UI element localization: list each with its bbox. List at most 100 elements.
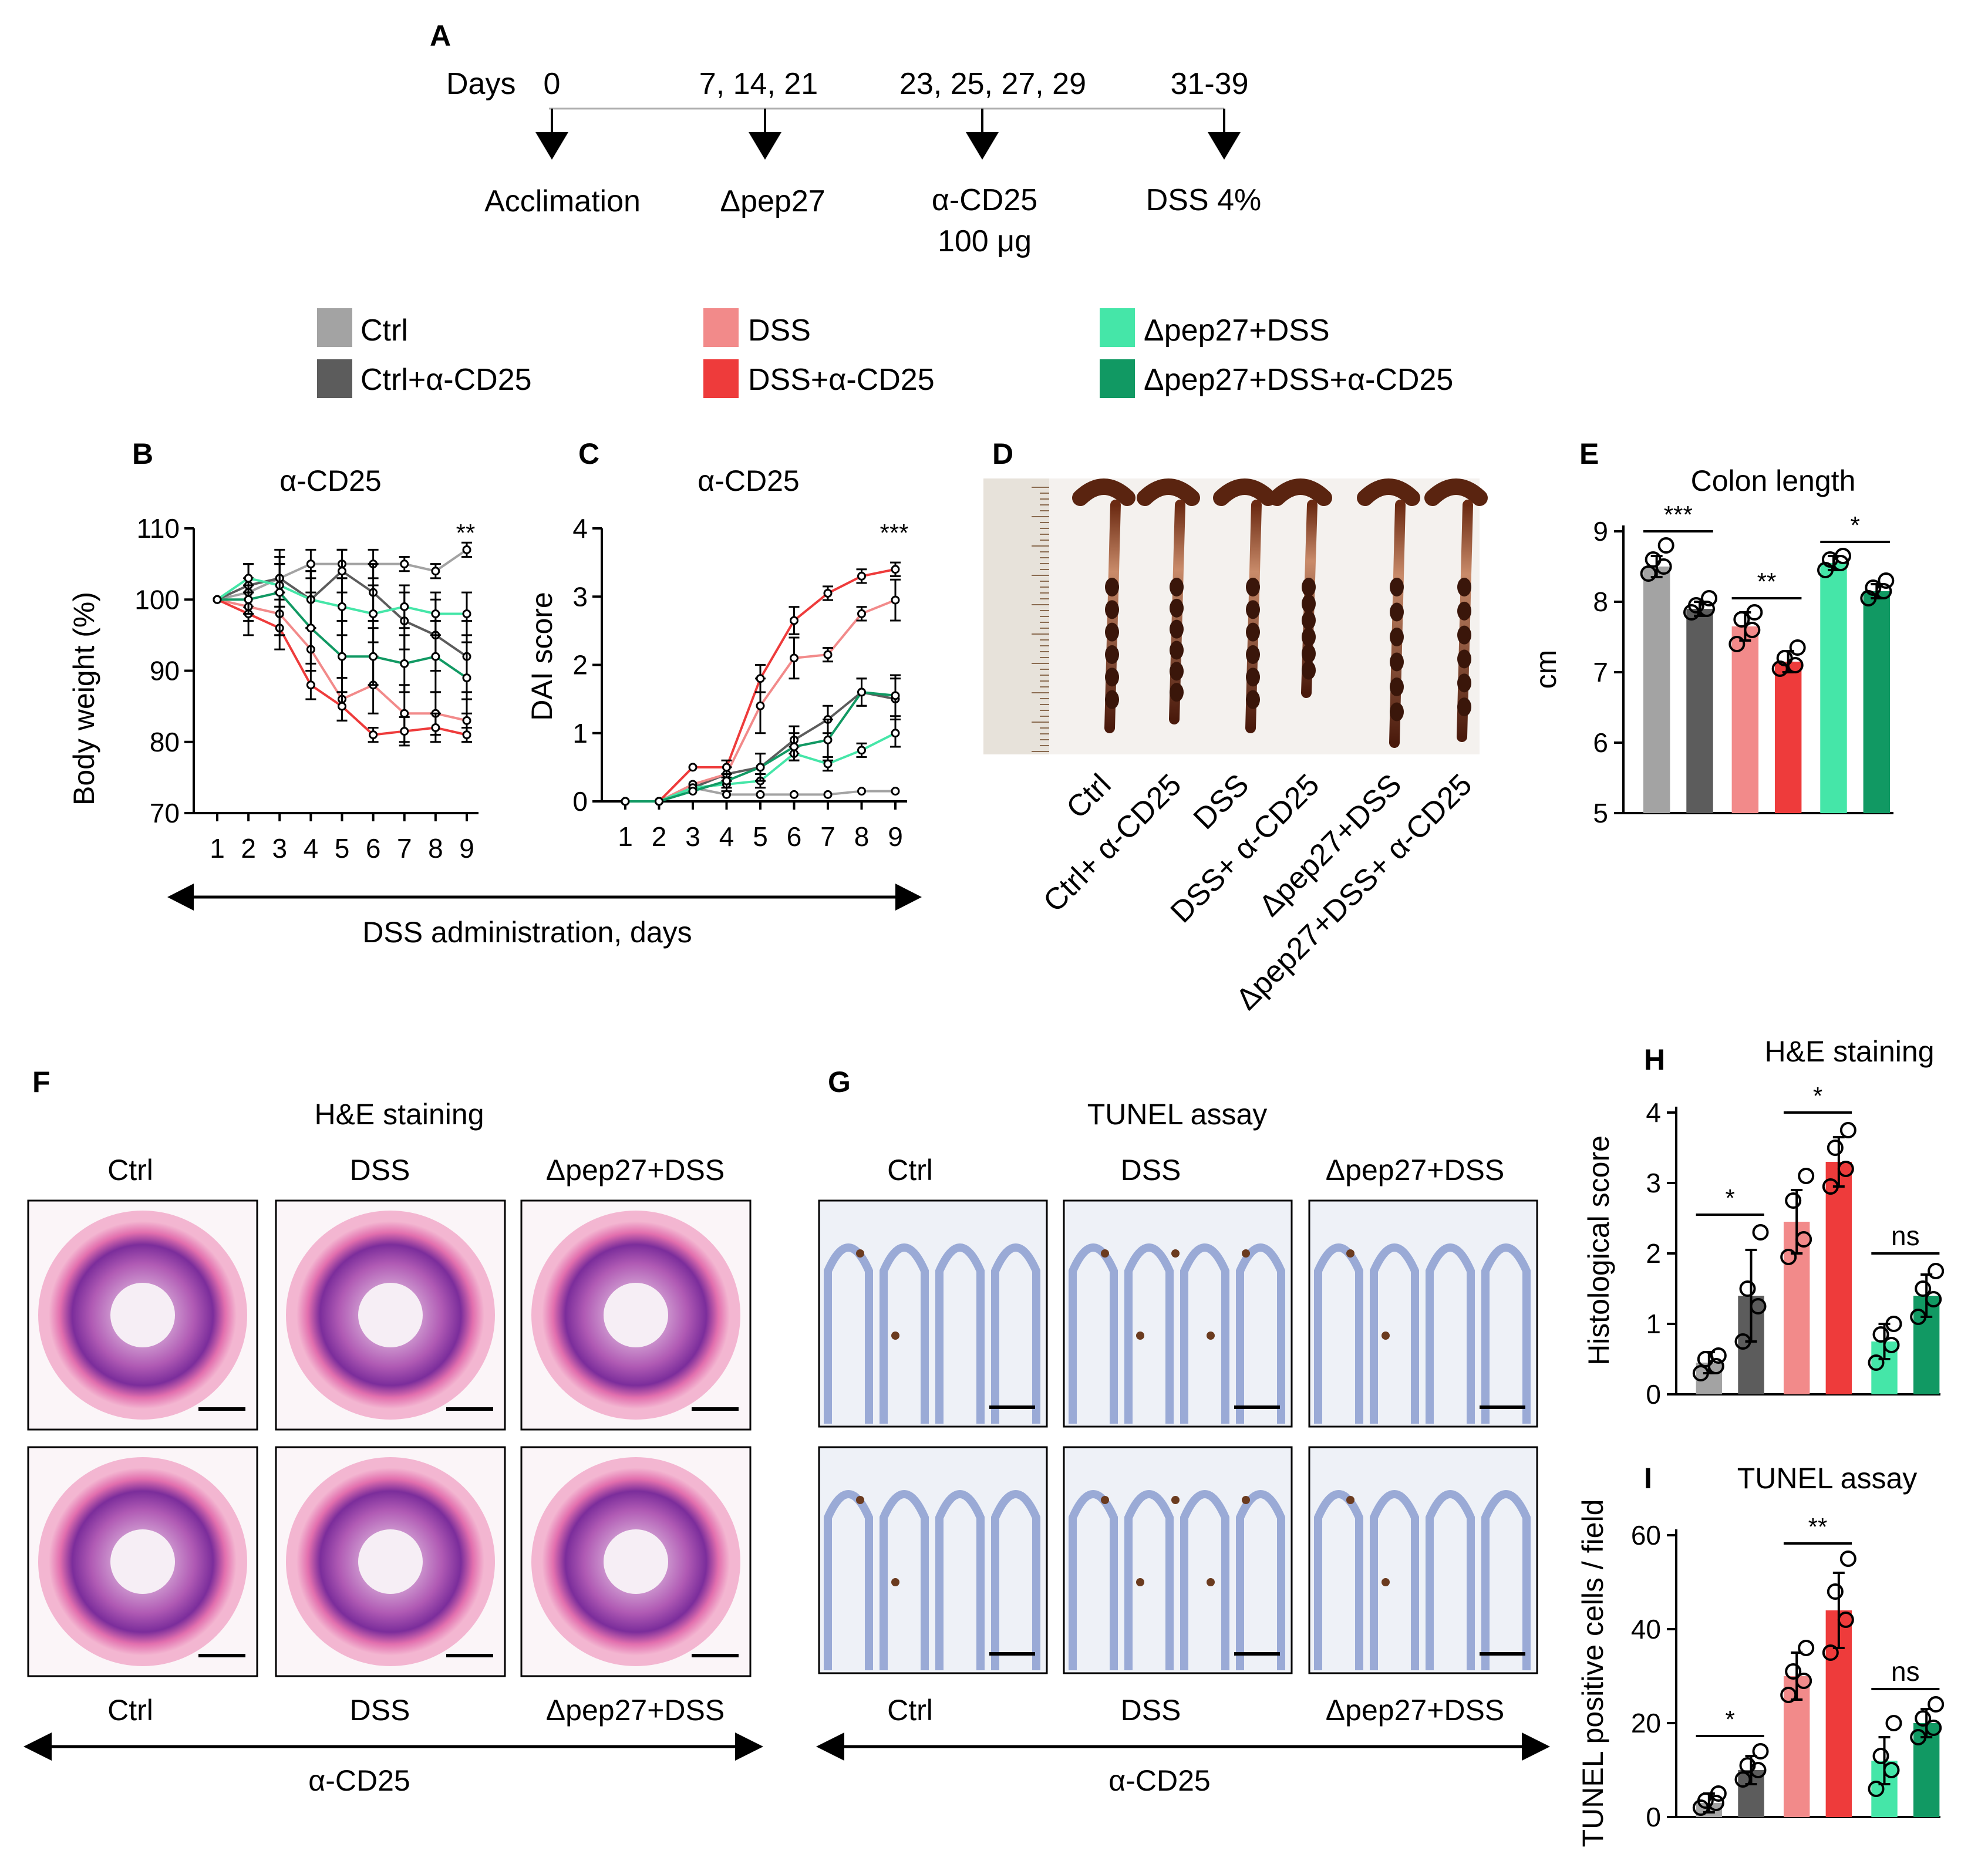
tunel-positive-cell xyxy=(1207,1578,1215,1586)
crypt xyxy=(1370,1490,1419,1670)
replicate-point xyxy=(1875,583,1892,599)
x-tick-label: 2 xyxy=(652,821,667,852)
replicate-point xyxy=(1771,660,1788,677)
fecal-pellet xyxy=(1170,683,1184,702)
fecal-pellet xyxy=(1246,622,1260,642)
down-arrow-icon xyxy=(1208,132,1241,160)
panel-d: D Ctrl Ctrl+ α-CD25 DSS DSS+ α-CD25 Δpep… xyxy=(983,437,1488,1017)
panel-label-f: F xyxy=(32,1066,50,1098)
replicate-point xyxy=(1645,551,1662,568)
replicate-point xyxy=(1827,1583,1844,1600)
data-point xyxy=(462,545,471,554)
data-point xyxy=(462,609,471,618)
crypt xyxy=(1426,1490,1475,1670)
sample-label-0: Ctrl xyxy=(1060,767,1117,825)
replicate-point xyxy=(1739,1757,1756,1774)
fecal-pellet xyxy=(1246,645,1260,664)
significance-label: *** xyxy=(880,519,908,547)
legend: Ctrl Ctrl+α-CD25 DSS DSS+α-CD25 Δpep27+D… xyxy=(317,308,1453,398)
panel-g-col-1: DSS xyxy=(1121,1154,1181,1187)
tunel-positive-cell xyxy=(1242,1249,1250,1258)
legend-label-0: Ctrl xyxy=(360,314,408,348)
data-point xyxy=(462,716,471,725)
data-point xyxy=(688,763,698,772)
data-point xyxy=(369,609,378,618)
tunel-image-1-1 xyxy=(1063,1446,1293,1674)
bc-xlabel: DSS administration, days xyxy=(362,916,692,949)
y-tick-label: 80 xyxy=(150,727,180,757)
data-point xyxy=(823,650,833,659)
crypt xyxy=(1236,1490,1285,1670)
x-tick-label: 6 xyxy=(787,821,802,852)
crypt xyxy=(880,1243,929,1424)
tunel-positive-cell xyxy=(1382,1578,1390,1586)
replicate-point xyxy=(1795,1231,1812,1248)
significance-label: ** xyxy=(456,519,476,547)
crypt xyxy=(1426,1243,1475,1424)
arrow-left-icon xyxy=(167,884,194,911)
replicate-point xyxy=(1837,1161,1854,1177)
legend-item-5: Δpep27+DSS+α-CD25 xyxy=(1100,359,1453,398)
fecal-pellet xyxy=(1457,601,1471,621)
legend-item-0: Ctrl xyxy=(317,308,408,348)
data-point xyxy=(823,735,833,744)
he-lumen xyxy=(358,1283,423,1347)
he-lumen xyxy=(604,1529,668,1594)
legend-swatch-5 xyxy=(1100,359,1135,398)
replicate-point xyxy=(1839,1550,1856,1567)
bc-axis-arrow: DSS administration, days xyxy=(167,884,922,949)
arrow-left-icon xyxy=(23,1732,52,1761)
fecal-pellet xyxy=(1390,702,1404,722)
timeline-event-name-2: α-CD25 xyxy=(932,183,1037,217)
data-point xyxy=(756,790,765,799)
chart-b: 70 80 90 100 110 1 2 3 4 5 6 7 8 9 ** xyxy=(134,513,479,864)
panel-f-bottom-col-1: DSS xyxy=(350,1694,410,1727)
fecal-pellet xyxy=(1390,628,1404,646)
y-tick-label: 100 xyxy=(134,584,180,615)
legend-item-2: DSS xyxy=(703,308,811,348)
panel-h-title: H&E staining xyxy=(1764,1035,1934,1068)
data-point xyxy=(400,727,409,736)
data-point xyxy=(790,653,798,663)
replicate-point xyxy=(1734,1333,1751,1350)
data-point xyxy=(857,609,866,618)
replicate-point xyxy=(1733,611,1750,628)
data-point xyxy=(213,595,222,604)
panel-g-bottom-col-1: DSS xyxy=(1121,1694,1181,1727)
tunel-positive-cell xyxy=(1136,1332,1144,1340)
data-point xyxy=(244,574,253,583)
cecum-3 xyxy=(1269,478,1332,506)
replicate-point xyxy=(1822,1644,1839,1661)
panel-g-col-0: Ctrl xyxy=(887,1154,933,1187)
fecal-pellet xyxy=(1246,578,1260,596)
replicate-point xyxy=(1925,1291,1942,1307)
data-point xyxy=(400,559,409,569)
panel-f: F H&E staining Ctrl DSS Δpep27+DSS Ctrl … xyxy=(23,1066,763,1797)
replicate-point xyxy=(1910,1309,1927,1325)
x-tick-label: 4 xyxy=(304,833,319,864)
replicate-point xyxy=(1827,1140,1844,1156)
panel-i-ylabel: TUNEL positive cells / field xyxy=(1576,1499,1609,1848)
replicate-point xyxy=(1785,1663,1802,1680)
significance-label: * xyxy=(1813,1082,1822,1110)
data-point xyxy=(722,776,731,786)
replicate-point xyxy=(1780,1687,1797,1703)
data-point xyxy=(790,790,798,799)
cecum-0 xyxy=(1072,478,1135,506)
timeline-day-0: 0 xyxy=(544,67,561,101)
bar-4 xyxy=(1820,563,1847,813)
legend-swatch-4 xyxy=(1100,308,1135,347)
panel-g-bottom-col-2: Δpep27+DSS xyxy=(1326,1694,1504,1727)
y-tick-label: 60 xyxy=(1631,1520,1661,1550)
replicate-point xyxy=(1688,597,1704,614)
data-point xyxy=(688,787,698,796)
tunel-positive-cell xyxy=(1382,1332,1390,1340)
fecal-pellet xyxy=(1105,690,1119,709)
data-point xyxy=(823,588,833,598)
tunel-positive-cell xyxy=(1171,1496,1180,1504)
data-point xyxy=(790,616,798,625)
replicate-point xyxy=(1776,650,1793,666)
data-point xyxy=(857,787,866,796)
panel-i-title: TUNEL assay xyxy=(1737,1462,1918,1495)
replicate-point xyxy=(1885,1316,1902,1332)
